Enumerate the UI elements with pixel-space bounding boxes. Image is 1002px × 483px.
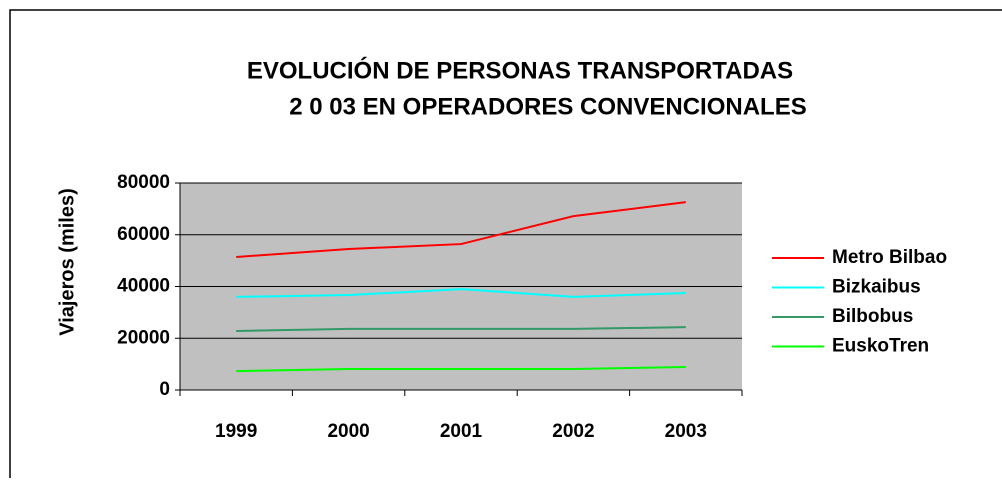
- legend-label: EuskoTren: [832, 336, 929, 357]
- series-line: [236, 326, 686, 333]
- series-line: [236, 288, 686, 298]
- series-line: [236, 201, 686, 258]
- frame: [9, 9, 1002, 478]
- x-tick-label: 2003: [665, 421, 707, 442]
- y-axis-label: Viajeros (miles): [56, 188, 78, 335]
- chart-subtitle: 2 0 03 EN OPERADORES CONVENCIONALES: [289, 93, 806, 120]
- chart-title: EVOLUCIÓN DE PERSONAS TRANSPORTADAS: [247, 56, 793, 84]
- x-tick-label: 2002: [552, 421, 594, 442]
- legend-label: Bilbobus: [832, 306, 913, 327]
- y-tick-label: 60000: [117, 224, 170, 245]
- y-tick-label: 0: [159, 379, 170, 400]
- x-tick-label: 1999: [215, 421, 257, 442]
- y-tick-label: 40000: [117, 276, 170, 297]
- x-tick-label: 2000: [327, 421, 369, 442]
- x-tick-label: 2001: [440, 421, 483, 442]
- series-line: [236, 365, 686, 373]
- legend-label: Bizkaibus: [832, 277, 921, 298]
- legend-label: Metro Bilbao: [832, 247, 947, 268]
- y-tick-label: 20000: [117, 327, 170, 348]
- y-tick-label: 80000: [117, 172, 170, 193]
